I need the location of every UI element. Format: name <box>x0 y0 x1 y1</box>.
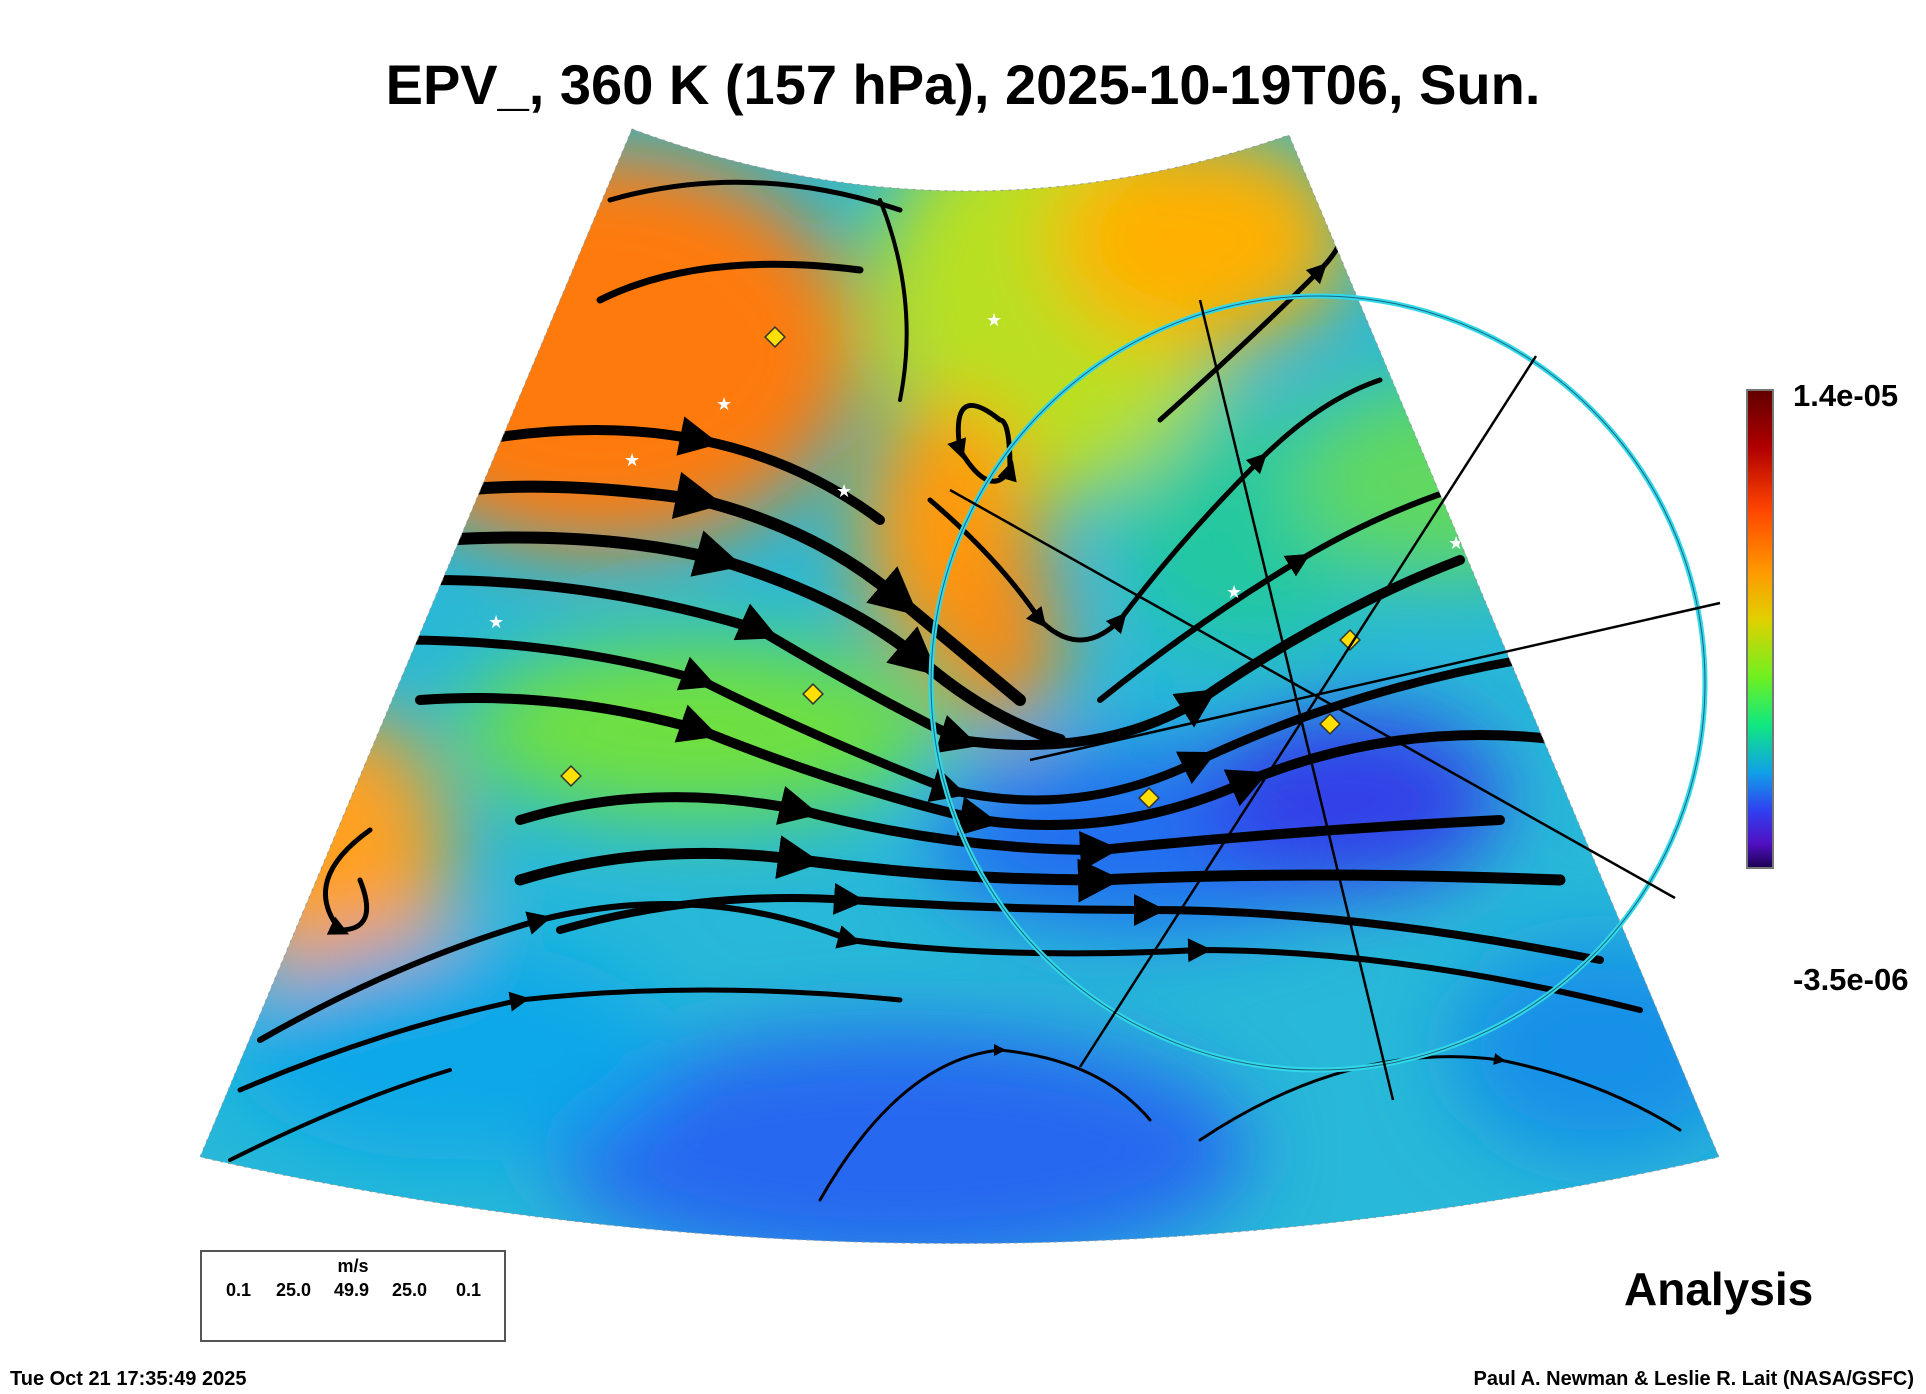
wind-legend-value: 25.0 <box>392 1280 428 1300</box>
chart-title: EPV_, 360 K (157 hPa), 2025-10-19T06, Su… <box>385 53 1541 116</box>
credit: Paul A. Newman & Leslie R. Lait (NASA/GS… <box>1473 1368 1914 1390</box>
timestamp: Tue Oct 21 17:35:49 2025 <box>10 1368 247 1390</box>
svg-text:★: ★ <box>986 310 1002 330</box>
svg-text:★: ★ <box>716 394 732 414</box>
svg-text:★: ★ <box>1226 582 1242 602</box>
colorbar-max-label: 1.4e-05 <box>1793 378 1899 413</box>
reference-circle <box>928 293 1721 1101</box>
epv-field: ★ ★ ★ ★ ★ ★ ★ <box>200 129 1719 1244</box>
colorbar <box>1746 389 1774 869</box>
wind-legend: m/s 0.1 25.0 49.9 25.0 0.1 <box>200 1250 506 1342</box>
wind-legend-value: 0.1 <box>456 1280 482 1300</box>
svg-text:★: ★ <box>624 450 640 470</box>
svg-text:★: ★ <box>1448 533 1464 553</box>
colorbar-min-label: -3.5e-06 <box>1793 962 1909 997</box>
svg-text:★: ★ <box>836 481 852 501</box>
wind-legend-unit: m/s <box>337 1256 369 1276</box>
wind-legend-value: 0.1 <box>226 1280 252 1300</box>
wind-legend-value: 49.9 <box>334 1280 370 1300</box>
station-markers <box>560 326 1361 809</box>
svg-text:★: ★ <box>488 612 504 632</box>
analysis-label: Analysis <box>1624 1263 1814 1315</box>
wind-legend-value: 25.0 <box>276 1280 312 1300</box>
